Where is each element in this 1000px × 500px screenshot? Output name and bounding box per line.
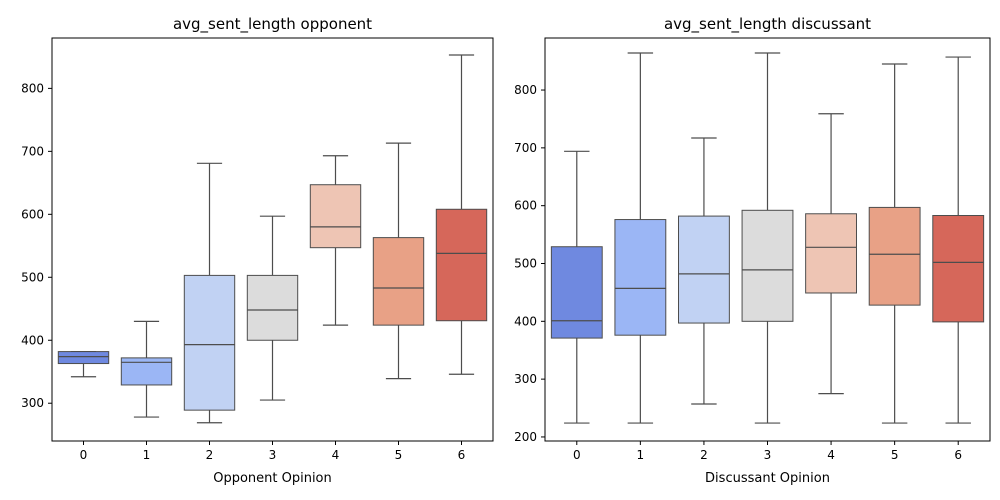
box-1-3	[741, 52, 794, 424]
chart-title: avg_sent_length discussant	[664, 15, 871, 34]
x-tick-label: 5	[891, 448, 899, 462]
iqr-box	[183, 274, 236, 411]
x-tick-label: 0	[573, 448, 581, 462]
y-tick-label: 400	[21, 333, 44, 347]
y-tick-label: 500	[514, 256, 537, 270]
iqr-box	[932, 215, 985, 323]
x-tick-label: 1	[143, 448, 151, 462]
y-tick-label: 300	[514, 372, 537, 386]
y-tick-label: 800	[21, 81, 44, 95]
iqr-box	[614, 219, 667, 336]
y-tick-label: 700	[21, 144, 44, 158]
box-1-0	[550, 150, 603, 424]
discussant-boxplot-panel: 200 300 400 500 600 700 800 0 1 2 3 4 5 6 avg_sent_len…	[514, 15, 991, 486]
iqr-box	[309, 184, 362, 249]
box-1-4	[805, 113, 858, 395]
box-0-1	[120, 320, 173, 418]
x-tick-label: 5	[395, 448, 403, 462]
x-tick-label: 2	[700, 448, 708, 462]
iqr-box	[868, 206, 921, 306]
box-0-4	[309, 155, 362, 326]
x-axis-label: Opponent Opinion	[213, 471, 332, 486]
opponent-boxplot-panel: 300 400 500 600 700 800 0 1 2 3 4 5 6 avg_sent_length…	[21, 15, 494, 486]
iqr-box	[550, 246, 603, 339]
y-tick-label: 400	[514, 314, 537, 328]
y-tick-label: 800	[514, 83, 537, 97]
chart-title: avg_sent_length opponent	[173, 15, 372, 34]
iqr-box	[805, 213, 858, 294]
y-tick-label: 200	[514, 430, 537, 444]
x-tick-label: 4	[332, 448, 340, 462]
x-tick-label: 6	[458, 448, 466, 462]
iqr-box	[57, 351, 110, 365]
iqr-box	[435, 208, 488, 322]
x-tick-label: 2	[206, 448, 214, 462]
y-tick-label: 300	[21, 396, 44, 410]
iqr-box	[741, 209, 794, 322]
x-tick-label: 3	[764, 448, 772, 462]
iqr-box	[246, 274, 299, 341]
iqr-box	[678, 215, 730, 324]
x-tick-label: 0	[80, 448, 88, 462]
box-0-6	[435, 54, 488, 375]
x-tick-label: 1	[637, 448, 645, 462]
box-1-6	[932, 56, 985, 424]
box-0-5	[372, 142, 425, 380]
box-0-2	[183, 162, 236, 424]
y-tick-label: 500	[21, 270, 44, 284]
x-tick-label: 4	[827, 448, 835, 462]
box-1-5	[868, 63, 921, 424]
box-1-2	[678, 137, 730, 405]
x-tick-label: 6	[954, 448, 962, 462]
box-0-3	[246, 215, 299, 401]
iqr-box	[372, 237, 425, 326]
box-0-0	[57, 350, 110, 378]
y-tick-label: 600	[514, 199, 537, 213]
y-tick-label: 700	[514, 141, 537, 155]
y-tick-label: 600	[21, 207, 44, 221]
x-axis-label: Discussant Opinion	[705, 471, 830, 486]
box-1-1	[614, 52, 667, 424]
x-tick-label: 3	[269, 448, 277, 462]
